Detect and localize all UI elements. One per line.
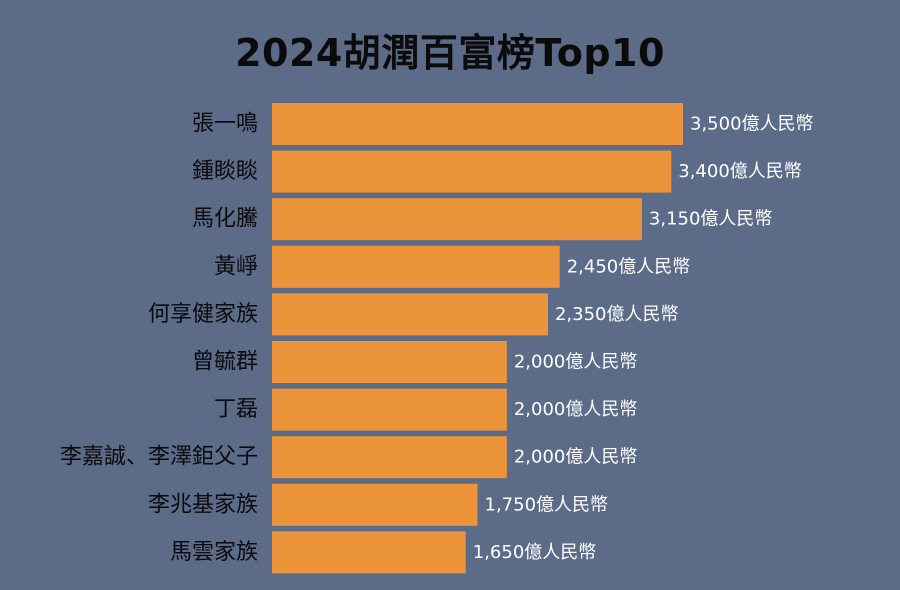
value-label-1: 3,500億人民幣: [690, 114, 814, 135]
value-label-10: 1,650億人民幣: [473, 542, 597, 563]
category-label-3: 馬化騰: [192, 207, 258, 232]
category-label-10: 馬雲家族: [170, 540, 258, 565]
value-label-6: 2,000億人民幣: [514, 352, 638, 373]
bar-9: [272, 483, 478, 526]
bar-3: [272, 198, 642, 241]
value-label-4: 2,450億人民幣: [567, 256, 691, 277]
value-label-9: 1,750億人民幣: [485, 494, 609, 515]
value-label-5: 2,350億人民幣: [555, 304, 679, 325]
category-label-9: 李兆基家族: [148, 492, 258, 517]
bar-2: [272, 150, 672, 193]
category-label-5: 何享健家族: [148, 302, 258, 327]
bar-4: [272, 245, 560, 288]
category-label-6: 曾毓群: [192, 350, 258, 375]
category-label-8: 李嘉誠、李澤鉅父子: [60, 445, 258, 470]
bar-10: [272, 531, 466, 574]
value-label-2: 3,400億人民幣: [678, 161, 802, 182]
value-label-7: 2,000億人民幣: [514, 399, 638, 420]
category-label-1: 張一鳴: [192, 112, 258, 137]
category-label-2: 鍾睒睒: [192, 159, 258, 184]
bar-6: [272, 341, 507, 383]
value-labels-group: 3,500億人民幣 3,400億人民幣 3,150億人民幣 2,450億人民幣 2,35…: [473, 114, 814, 563]
category-label-7: 丁磊: [214, 397, 258, 422]
bar-7: [272, 388, 507, 431]
bar-1: [272, 103, 683, 145]
chart-title: 2024胡潤百富榜Top10: [235, 31, 665, 75]
value-label-8: 2,000億人民幣: [514, 447, 638, 468]
bar-5: [272, 293, 548, 336]
bars-group: [272, 103, 683, 574]
value-label-3: 3,150億人民幣: [649, 209, 773, 230]
bar-8: [272, 436, 507, 479]
category-label-4: 黃崢: [214, 254, 258, 279]
